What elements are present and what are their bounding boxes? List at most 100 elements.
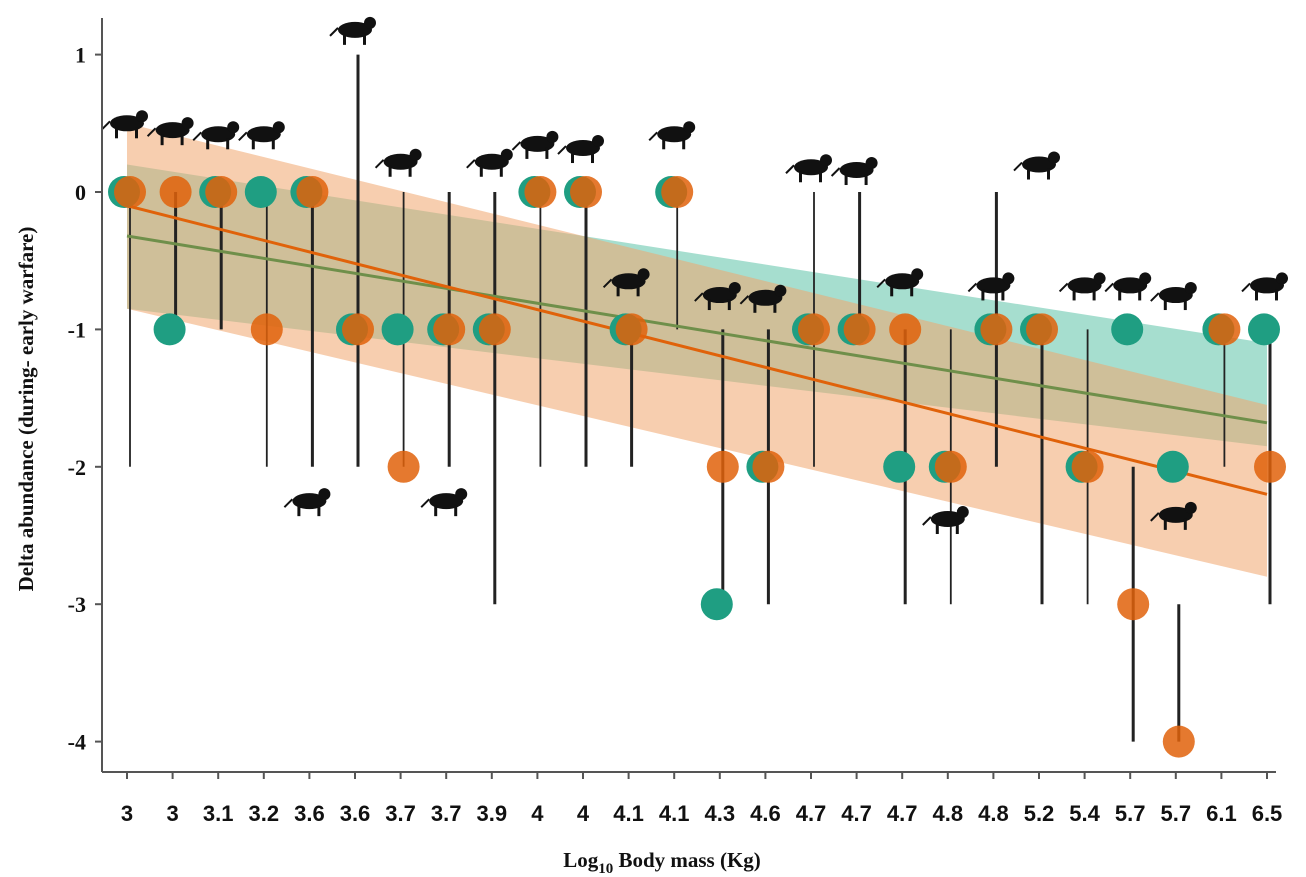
x-tick-label: 3 — [166, 801, 178, 826]
data-point — [1117, 588, 1150, 621]
x-axis-title-sub: 10 — [598, 861, 613, 877]
silhouette-leg — [682, 138, 686, 150]
data-point — [700, 588, 733, 621]
hippo-icon — [1150, 501, 1197, 530]
x-axis-title: Log10 Body mass (Kg) — [563, 848, 761, 877]
x-tick-label: 4.7 — [796, 801, 827, 826]
duiker-icon — [466, 148, 513, 177]
silhouette-leg — [545, 147, 549, 159]
x-tick-label: 3.9 — [477, 801, 508, 826]
x-axis-title-main: Log — [563, 848, 599, 872]
silhouette-head — [272, 121, 285, 134]
x-tick-label: 4.1 — [659, 801, 690, 826]
silhouette-tail — [329, 27, 339, 37]
silhouette-leg — [1163, 299, 1167, 311]
silhouette-leg — [1163, 518, 1167, 530]
data-point — [1071, 450, 1104, 483]
silhouette-tail — [830, 167, 841, 177]
silhouette-leg — [935, 523, 939, 535]
silhouette-tail — [1241, 282, 1251, 293]
silhouette-leg — [910, 285, 914, 297]
data-point — [114, 176, 146, 208]
silhouette-tail — [967, 282, 978, 293]
x-ticks: 3 3 3.1 3.2 3.6 3.6 3.7 3.7 3.9 4 4 4.1 4.1 4.3 4.6 4.7… — [121, 772, 1282, 826]
silhouette-leg — [799, 171, 802, 183]
hyena-icon — [922, 506, 969, 535]
y-tick-label: -4 — [68, 730, 86, 755]
silhouette-leg — [1255, 289, 1258, 301]
silhouette-head — [911, 268, 924, 281]
data-point — [1162, 725, 1195, 758]
silhouette-leg — [1138, 289, 1142, 301]
silhouette-tail — [557, 145, 567, 155]
hare-icon — [192, 121, 240, 150]
monkey-small-icon — [146, 117, 194, 146]
leopard-icon — [785, 154, 832, 183]
silhouette-leg — [981, 289, 985, 301]
data-point — [1026, 313, 1058, 346]
silhouette-head — [1184, 282, 1197, 295]
buffalo-icon — [1150, 282, 1197, 311]
silhouette-leg — [1275, 289, 1278, 301]
regression-lines — [126, 204, 1268, 496]
elephant-icon — [1241, 272, 1288, 301]
silhouette-head — [546, 130, 559, 143]
silhouette-tail — [602, 278, 613, 289]
silhouette-tail — [648, 131, 658, 141]
data-point — [244, 176, 277, 208]
x-tick-label: 3.6 — [294, 801, 325, 826]
silhouette-head — [956, 506, 969, 519]
x-tick-label: 5.2 — [1024, 801, 1055, 826]
silhouette-head — [1093, 272, 1106, 285]
silhouette-leg — [753, 301, 757, 313]
y-tick-label: -1 — [68, 317, 86, 342]
silhouette-tail — [374, 159, 385, 169]
data-point — [478, 313, 511, 346]
y-tick-label: -3 — [68, 592, 86, 617]
regression-line — [126, 204, 1268, 496]
silhouette-tail — [192, 131, 202, 141]
data-point — [706, 450, 739, 483]
silhouette-head — [136, 110, 148, 123]
silhouette-leg — [317, 505, 321, 517]
jackal-icon — [511, 130, 559, 159]
silhouette-head — [364, 16, 376, 29]
data-point — [524, 176, 557, 208]
x-axis-title-rest: Body mass (Kg) — [613, 848, 761, 872]
silhouette-leg — [434, 505, 438, 517]
silhouette-head — [409, 148, 422, 161]
x-tick-label: 4.8 — [978, 801, 1009, 826]
silhouette-tail — [511, 141, 522, 151]
wild-dog-icon — [694, 282, 741, 311]
x-tick-label: 4 — [577, 801, 590, 826]
silhouette-head — [820, 154, 832, 167]
data-point — [1254, 450, 1286, 483]
data-point — [1111, 313, 1144, 346]
baboon-icon — [374, 148, 422, 177]
y-tick-label: -2 — [68, 455, 86, 480]
silhouette-head — [318, 488, 331, 501]
data-point — [153, 313, 186, 346]
vervet-monkey-icon — [329, 16, 376, 45]
silhouette-leg — [388, 165, 392, 177]
y-axis-title: Delta abundance (during- early warfare) — [14, 227, 38, 592]
rodent-icon — [238, 121, 285, 150]
silhouette-leg — [1183, 518, 1187, 530]
silhouette-head — [1048, 151, 1060, 164]
silhouette-head — [592, 135, 604, 148]
x-tick-label: 4 — [531, 801, 544, 826]
bushbaby-icon — [101, 110, 148, 139]
x-tick-label: 5.7 — [1115, 801, 1146, 826]
silhouette-leg — [1047, 168, 1050, 180]
data-point — [250, 313, 283, 346]
animal-silhouettes — [101, 16, 1288, 535]
silhouette-leg — [890, 285, 894, 297]
x-tick-label: 4.8 — [933, 801, 964, 826]
axes — [101, 18, 1276, 773]
silhouette-leg — [1072, 289, 1076, 301]
aardvark-icon — [830, 157, 878, 186]
porcupine-icon — [648, 121, 696, 150]
y-tick-label: 1 — [75, 43, 86, 68]
x-tick-label: 6.5 — [1252, 801, 1283, 826]
